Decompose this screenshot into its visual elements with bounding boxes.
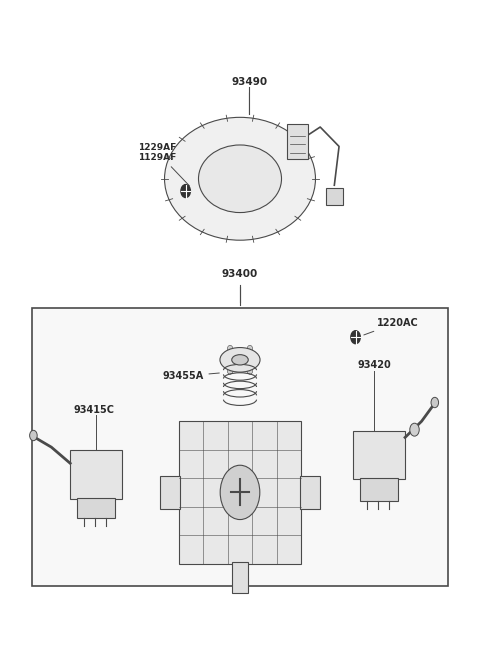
Bar: [360, 478, 398, 501]
Text: 93420: 93420: [358, 360, 391, 369]
Bar: [326, 189, 343, 204]
Bar: [70, 451, 122, 499]
Circle shape: [247, 367, 253, 375]
Bar: [179, 421, 301, 563]
Bar: [160, 476, 180, 508]
Circle shape: [181, 185, 191, 198]
Bar: [77, 498, 115, 518]
Bar: [287, 124, 308, 159]
Circle shape: [227, 345, 233, 353]
Text: 1220AC: 1220AC: [364, 318, 419, 335]
Bar: [231, 561, 249, 593]
Circle shape: [30, 430, 37, 441]
Circle shape: [431, 398, 439, 407]
Ellipse shape: [199, 145, 281, 213]
Bar: [353, 431, 405, 479]
Text: 93455A: 93455A: [162, 371, 219, 381]
Text: 93490: 93490: [231, 77, 267, 115]
Circle shape: [247, 345, 253, 353]
Ellipse shape: [232, 354, 248, 365]
Circle shape: [220, 465, 260, 519]
Circle shape: [410, 423, 419, 436]
Ellipse shape: [220, 348, 260, 372]
Circle shape: [351, 331, 360, 344]
Bar: [300, 476, 320, 508]
Circle shape: [227, 367, 233, 375]
Bar: [33, 308, 447, 586]
Text: 1229AF
1129AF: 1229AF 1129AF: [138, 143, 190, 186]
Ellipse shape: [165, 117, 315, 240]
Text: 93400: 93400: [222, 269, 258, 279]
Text: 93415C: 93415C: [73, 405, 114, 415]
